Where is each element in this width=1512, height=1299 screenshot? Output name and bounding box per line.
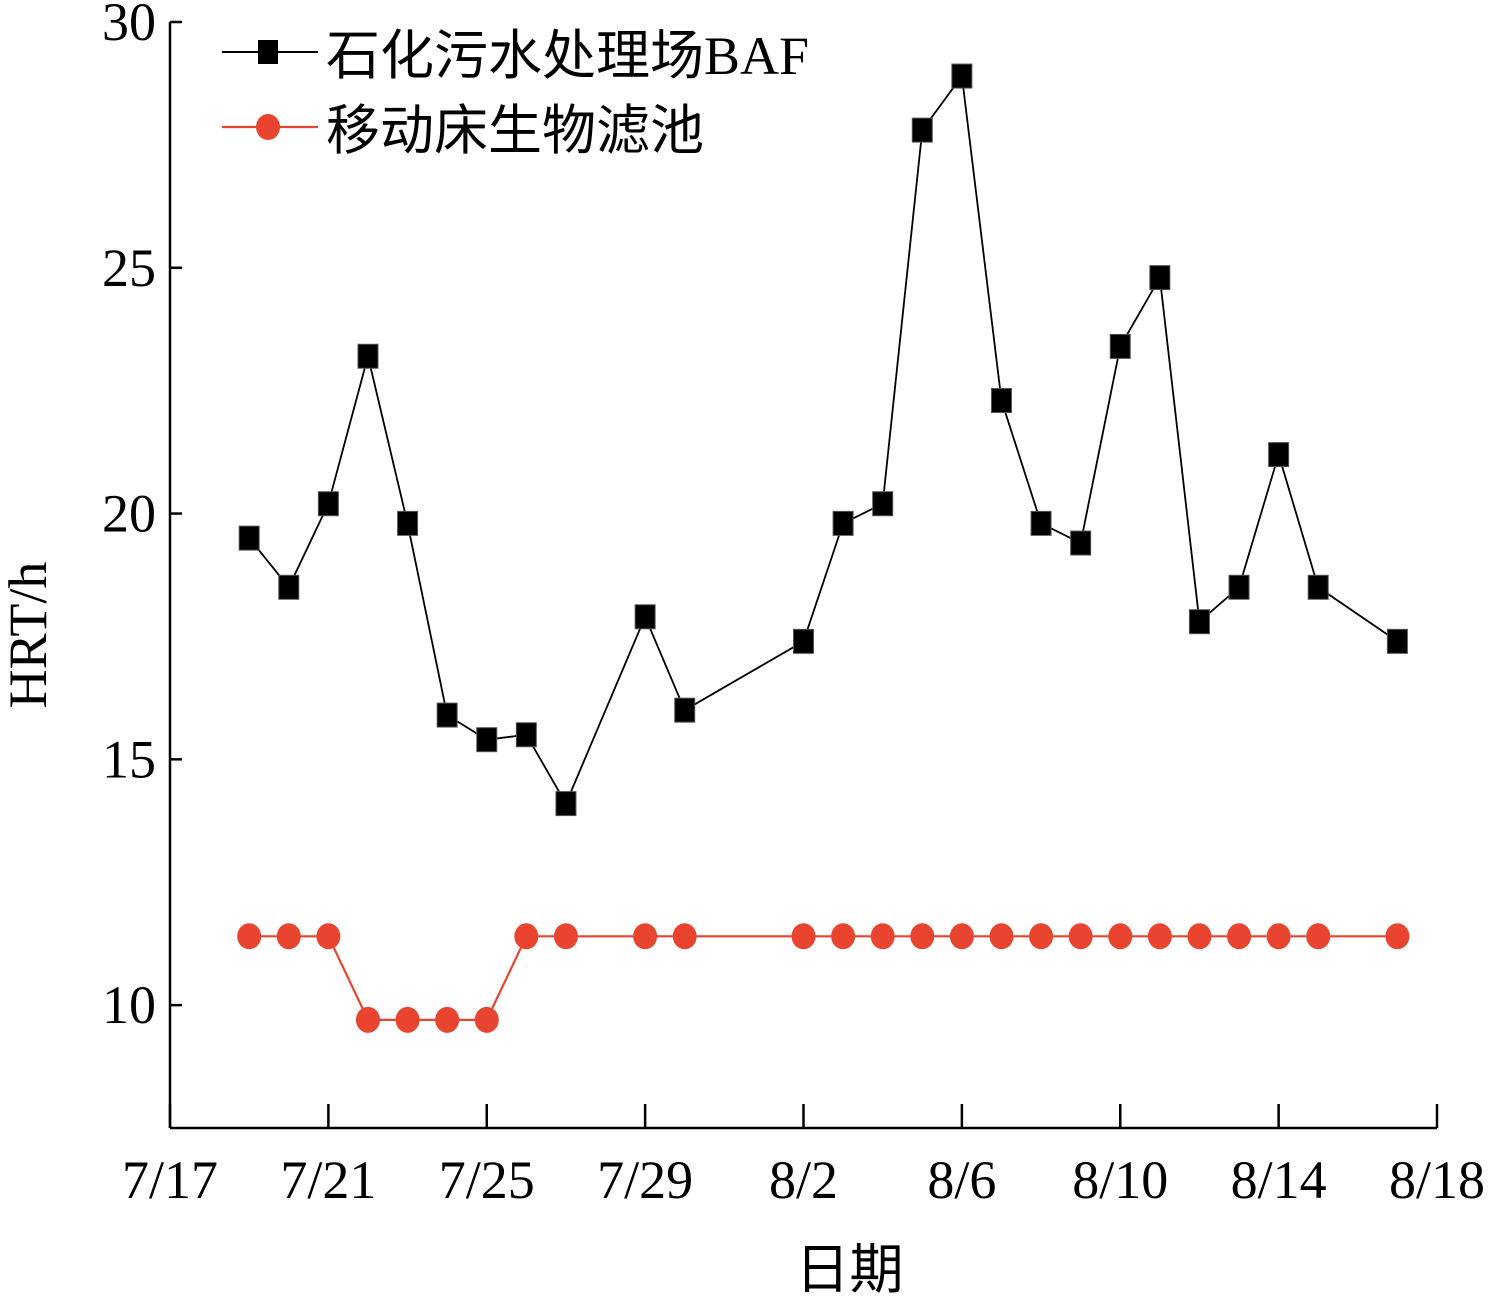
x-tick-label: 8/10 xyxy=(1072,1150,1168,1210)
x-tick-label: 8/6 xyxy=(927,1150,996,1210)
x-tick-label: 7/21 xyxy=(280,1150,376,1210)
data-point-moving-bed xyxy=(395,1006,420,1033)
data-point-baf xyxy=(1268,442,1290,468)
data-point-moving-bed xyxy=(1068,923,1093,950)
data-point-baf xyxy=(793,628,814,654)
x-tick-label: 8/2 xyxy=(769,1150,838,1210)
series-baf xyxy=(238,63,1408,817)
series-line-baf xyxy=(248,73,1398,806)
data-point-baf xyxy=(1228,574,1250,600)
data-point-moving-bed xyxy=(949,923,974,950)
y-tick-label: 20 xyxy=(102,484,156,544)
data-point-baf xyxy=(476,727,498,753)
legend: 石化污水处理场BAF 移动床生物滤池 xyxy=(222,26,809,161)
x-tick-label: 7/17 xyxy=(122,1150,218,1210)
data-point-moving-bed xyxy=(1266,923,1291,950)
legend-marker-baf xyxy=(258,40,278,64)
data-point-moving-bed xyxy=(791,923,816,950)
series-line-moving-bed xyxy=(249,935,1398,1021)
data-point-baf xyxy=(1307,574,1329,600)
data-point-baf xyxy=(357,343,379,369)
data-point-moving-bed xyxy=(672,923,697,950)
data-point-baf xyxy=(911,117,933,143)
data-point-baf xyxy=(1070,530,1092,556)
y-tick-label: 10 xyxy=(102,975,156,1035)
data-point-baf xyxy=(436,702,458,728)
data-point-baf xyxy=(634,604,656,630)
data-point-moving-bed xyxy=(316,923,341,950)
data-point-baf xyxy=(1109,333,1131,359)
series-moving-bed xyxy=(237,923,1410,1033)
y-tick-label: 25 xyxy=(102,238,156,298)
x-axis-label: 日期 xyxy=(796,1240,904,1299)
data-point-moving-bed xyxy=(1306,923,1331,950)
legend-marker-moving-bed xyxy=(256,114,280,140)
x-tick-label: 7/29 xyxy=(597,1150,693,1210)
data-point-baf xyxy=(515,722,537,748)
data-point-moving-bed xyxy=(1147,923,1172,950)
y-ticks: 10 15 20 25 30 xyxy=(102,0,182,1035)
y-tick-label: 15 xyxy=(102,729,156,789)
data-point-moving-bed xyxy=(870,923,895,950)
data-point-moving-bed xyxy=(989,923,1014,950)
y-axis-label: HRT/h xyxy=(0,562,58,709)
legend-label-moving-bed: 移动床生物滤池 xyxy=(326,101,704,161)
data-point-baf xyxy=(1030,510,1052,536)
data-point-moving-bed xyxy=(237,923,262,950)
data-point-baf xyxy=(397,510,419,536)
data-point-baf xyxy=(555,791,577,817)
x-tick-label: 8/14 xyxy=(1231,1150,1327,1210)
data-point-moving-bed xyxy=(1187,923,1212,950)
data-point-baf xyxy=(951,63,973,89)
data-point-moving-bed xyxy=(1385,923,1410,950)
data-point-moving-bed xyxy=(633,923,658,950)
x-tick-label: 8/18 xyxy=(1389,1150,1485,1210)
data-point-baf xyxy=(1188,609,1210,635)
x-ticks: 7/17 7/21 7/25 7/29 8/2 8/6 8/10 8/14 8/18 xyxy=(122,1104,1485,1210)
data-point-moving-bed xyxy=(910,923,935,950)
data-point-moving-bed xyxy=(514,923,539,950)
data-point-baf xyxy=(1386,628,1408,654)
data-point-moving-bed xyxy=(1227,923,1252,950)
x-tick-label: 7/25 xyxy=(439,1150,535,1210)
data-point-baf xyxy=(1149,265,1171,291)
data-point-moving-bed xyxy=(435,1006,460,1033)
data-point-baf xyxy=(238,525,260,551)
data-point-baf xyxy=(278,574,300,600)
y-tick-label: 30 xyxy=(102,0,156,52)
plot-area xyxy=(237,63,1410,1033)
data-point-baf xyxy=(317,491,339,517)
legend-label-baf: 石化污水处理场BAF xyxy=(326,26,809,86)
data-point-moving-bed xyxy=(474,1006,499,1033)
data-point-moving-bed xyxy=(1029,923,1054,950)
data-point-baf xyxy=(832,510,854,536)
data-point-moving-bed xyxy=(553,923,578,950)
data-point-baf xyxy=(990,387,1012,413)
data-point-moving-bed xyxy=(1108,923,1133,950)
data-point-baf xyxy=(674,697,696,723)
data-point-moving-bed xyxy=(355,1006,380,1033)
data-point-moving-bed xyxy=(831,923,856,950)
data-point-moving-bed xyxy=(276,923,301,950)
data-point-baf xyxy=(872,491,894,517)
